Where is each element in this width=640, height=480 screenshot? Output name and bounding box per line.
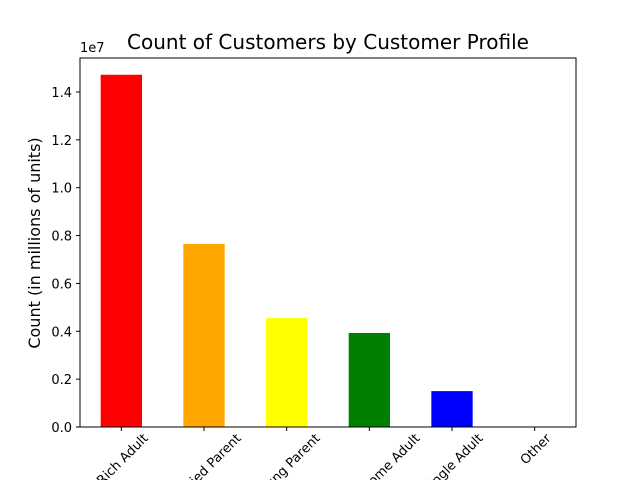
bar: [183, 243, 225, 427]
bar: [266, 318, 308, 427]
x-tick-label: Rich Adult: [94, 431, 151, 480]
plot-frame: [79, 57, 577, 428]
y-tick-label: 0.4: [51, 325, 72, 340]
y-tick-label: 0.2: [51, 373, 72, 388]
y-tick-label: 1.4: [51, 86, 72, 101]
y-tick-label: 0.6: [51, 277, 72, 292]
bar: [100, 74, 142, 427]
x-tick-label: Middle-income Adult: [318, 431, 423, 480]
x-tick-label: Young Parent: [252, 431, 323, 480]
x-tick-label: Married Parent: [167, 431, 245, 480]
bar: [431, 391, 473, 427]
chart-title: Count of Customers by Customer Profile: [127, 30, 529, 54]
bar: [348, 332, 390, 427]
y-axis-label: Count (in millions of units): [25, 137, 44, 348]
y-tick-label: 1.0: [51, 182, 72, 197]
x-tick-label: Other: [518, 431, 555, 468]
y-tick-label: 0.0: [51, 421, 72, 436]
y-tick-label: 1.2: [51, 134, 72, 149]
y-tick-label: 0.8: [51, 230, 72, 245]
y-offset-label: 1e7: [80, 41, 105, 56]
x-tick-label: Single Adult: [421, 431, 487, 480]
